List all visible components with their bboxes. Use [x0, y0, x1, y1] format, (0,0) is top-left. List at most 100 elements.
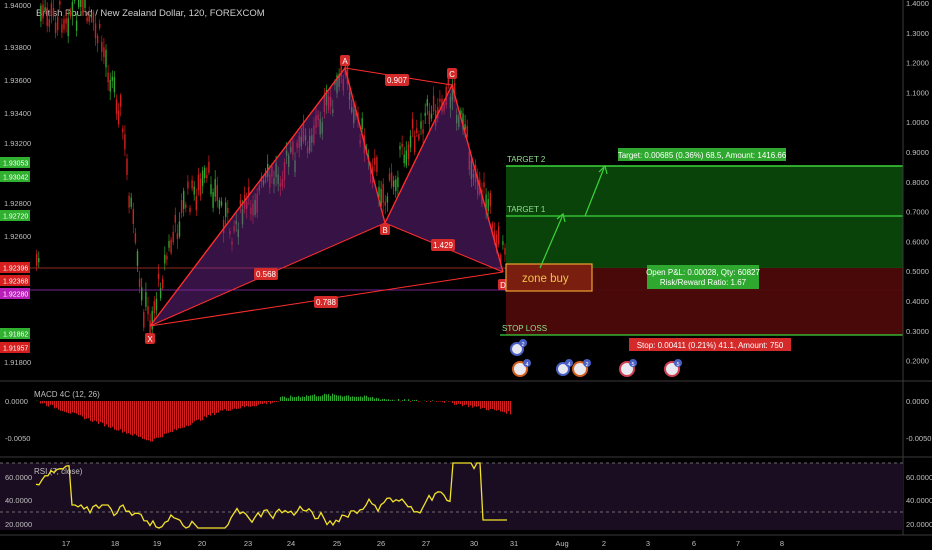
candle-body	[210, 184, 212, 195]
right-tick: 1.4000	[906, 0, 929, 8]
price-tick: 1.94000	[4, 1, 31, 10]
macd-bar	[404, 399, 406, 401]
macd-bar	[242, 401, 244, 407]
candle-body	[65, 18, 67, 24]
macd-bar	[142, 401, 144, 439]
macd-bar	[202, 401, 204, 421]
event-flag[interactable]: 5	[664, 359, 682, 377]
candle-body	[386, 196, 389, 203]
candle-body	[407, 144, 410, 160]
candle-body	[107, 72, 109, 83]
macd-bar	[48, 401, 50, 407]
candle-body	[195, 196, 197, 211]
macd-bar	[466, 401, 468, 405]
candle-body	[294, 160, 296, 173]
candle-body	[54, 22, 57, 34]
macd-bar	[476, 401, 478, 407]
macd-bar	[510, 401, 512, 415]
candle-body	[63, 19, 65, 30]
svg-text:A: A	[342, 57, 348, 66]
time-tick: 20	[198, 539, 206, 548]
svg-text:0.788: 0.788	[316, 298, 337, 307]
candle-body	[168, 240, 170, 248]
macd-bar	[360, 396, 362, 401]
macd-bar	[92, 401, 94, 422]
macd-bar	[170, 401, 172, 432]
macd-bar	[106, 401, 108, 425]
macd-bar	[330, 395, 332, 401]
candle-body	[120, 95, 122, 107]
macd-bar	[194, 401, 196, 422]
event-flag[interactable]: 4	[556, 359, 573, 376]
candle-body	[309, 136, 311, 152]
candle-body	[500, 254, 502, 265]
candle-body	[128, 195, 130, 208]
candle-body	[453, 83, 456, 97]
macd-bar	[442, 401, 444, 403]
macd-bar	[288, 398, 290, 401]
candle-body	[220, 201, 223, 206]
macd-bar	[320, 396, 322, 401]
macd-bar	[412, 400, 414, 401]
candle-body	[42, 4, 44, 19]
time-tick: 23	[244, 539, 252, 548]
candle-body	[199, 178, 202, 196]
macd-bar	[56, 401, 58, 408]
macd-bar	[352, 396, 354, 401]
macd-bar	[164, 401, 166, 434]
economic-events[interactable]: 2 4 4 2 5 5	[510, 339, 682, 377]
candle-body	[432, 95, 435, 112]
event-flag[interactable]: 4	[512, 359, 531, 377]
macd-bar	[460, 401, 462, 405]
candle-body	[44, 7, 46, 12]
event-flag[interactable]: 2	[572, 359, 591, 377]
macd-bar	[506, 401, 508, 414]
candle-body	[338, 74, 340, 88]
candle-body	[414, 136, 416, 153]
price-badge-label: 1.92720	[3, 214, 28, 221]
candle-body	[382, 183, 384, 203]
right-axis[interactable]: 1.4000 1.3000 1.2000 1.1000 1.0000 0.9000 0.80…	[906, 0, 929, 366]
price-badge	[0, 210, 30, 221]
price-axis[interactable]: 1.94000 1.93800 1.93600 1.93400 1.93200 1.928…	[4, 1, 31, 367]
price-badge-label: 1.92280	[3, 292, 28, 299]
macd-bar	[426, 401, 428, 402]
candle-body	[342, 78, 344, 91]
macd-bar	[178, 401, 180, 429]
svg-text:Stop: 0.00411 (0.21%) 41.1, Am: Stop: 0.00411 (0.21%) 41.1, Amount: 750	[637, 341, 784, 350]
event-flag[interactable]: 2	[510, 339, 527, 356]
candle-body	[180, 200, 183, 214]
candle-body	[164, 254, 166, 264]
candle-body	[304, 135, 307, 141]
macd-bar	[328, 394, 330, 401]
event-flag[interactable]: 5	[619, 359, 637, 377]
candle-body	[191, 180, 193, 189]
macd-bar	[508, 401, 510, 412]
macd-bar	[186, 401, 188, 426]
candle-body	[145, 292, 147, 307]
macd-bar	[344, 396, 346, 401]
macd-bar	[306, 395, 308, 401]
macd-bar	[248, 401, 250, 407]
candle-body	[254, 200, 256, 216]
macd-bar	[238, 401, 240, 409]
macd-tick: 0.0000	[5, 397, 28, 406]
macd-bar	[384, 398, 386, 401]
zone-buy-box[interactable]: zone buy	[505, 263, 593, 292]
macd-bar	[258, 401, 260, 405]
candle-body	[376, 157, 378, 173]
candle-body	[208, 161, 210, 173]
macd-bar	[226, 401, 228, 411]
macd-bar	[176, 401, 178, 431]
candle-body	[300, 136, 302, 147]
candle-body	[489, 192, 491, 207]
candle-body	[170, 239, 172, 254]
macd-bar	[190, 401, 192, 426]
macd-bar	[366, 395, 368, 401]
candle-body	[141, 287, 143, 301]
macd-bar	[222, 401, 224, 411]
price-tick: 1.93200	[4, 139, 31, 148]
candle-body	[271, 165, 273, 177]
time-axis[interactable]: 17 18 19 20 23 24 25 26 27 30 31 Aug 2 3 6 7 8	[62, 539, 784, 548]
